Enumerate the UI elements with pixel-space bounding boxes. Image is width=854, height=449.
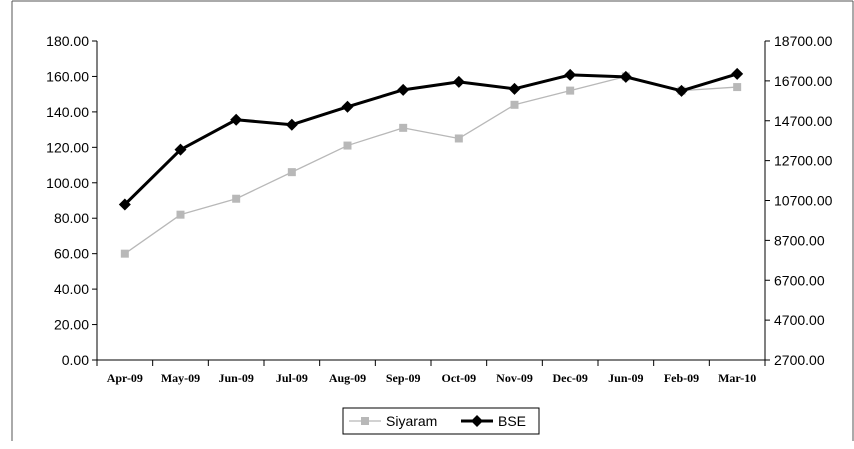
y-left-tick-label: 140.00 xyxy=(46,104,89,120)
y-left-tick-label: 60.00 xyxy=(54,246,89,262)
data-point-siyaram xyxy=(343,141,352,150)
x-tick-label: Jun-09 xyxy=(218,371,253,385)
legend-marker-siyaram xyxy=(361,417,369,425)
data-point-bse xyxy=(564,68,577,81)
data-point-bse xyxy=(174,143,187,156)
y-right-tick-label: 10700.00 xyxy=(774,193,833,209)
y-right-tick-label: 4700.00 xyxy=(774,312,825,328)
y-right-tick-label: 16700.00 xyxy=(774,73,833,89)
x-tick-label: Mar-10 xyxy=(718,371,756,385)
x-tick-label: Dec-09 xyxy=(553,371,588,385)
x-tick-label: Oct-09 xyxy=(442,371,477,385)
data-point-siyaram xyxy=(120,249,129,258)
y-right-tick-label: 8700.00 xyxy=(774,232,825,248)
data-point-bse xyxy=(230,113,243,126)
data-point-siyaram xyxy=(566,86,575,95)
data-point-bse xyxy=(452,75,465,88)
series-line-siyaram xyxy=(124,75,738,255)
x-tick-label: Jul-09 xyxy=(276,371,308,385)
y-left-tick-label: 160.00 xyxy=(46,68,89,84)
data-point-siyaram xyxy=(733,83,742,92)
data-point-siyaram xyxy=(399,123,408,132)
data-point-bse xyxy=(285,118,298,131)
data-point-bse xyxy=(675,84,688,97)
y-left-tick-label: 80.00 xyxy=(54,210,89,226)
data-point-bse xyxy=(619,70,632,83)
y-left-tick-label: 0.00 xyxy=(62,352,89,368)
y-left-tick-label: 180.00 xyxy=(46,33,89,49)
y-right-tick-label: 2700.00 xyxy=(774,352,825,368)
y-left-tick-label: 40.00 xyxy=(54,281,89,297)
y-right-tick-label: 14700.00 xyxy=(774,113,833,129)
data-point-siyaram xyxy=(232,194,241,203)
data-point-bse xyxy=(118,198,131,211)
data-point-bse xyxy=(341,100,354,113)
y-left-tick-label: 100.00 xyxy=(46,175,89,191)
x-tick-label: Nov-09 xyxy=(496,371,533,385)
legend-label-bse: BSE xyxy=(498,413,526,429)
legend: Siyaram BSE xyxy=(342,407,540,435)
y-right-tick-label: 12700.00 xyxy=(774,153,833,169)
x-tick-label: May-09 xyxy=(161,371,200,385)
data-point-bse xyxy=(731,67,744,80)
legend-label-siyaram: Siyaram xyxy=(386,413,437,429)
x-tick-label: Aug-09 xyxy=(329,371,366,385)
y-left-tick-label: 20.00 xyxy=(54,317,89,333)
y-left-tick-label: 120.00 xyxy=(46,139,89,155)
series-line-bse xyxy=(123,72,738,206)
y-right-tick-label: 6700.00 xyxy=(774,272,825,288)
data-point-siyaram xyxy=(176,210,185,219)
data-point-bse xyxy=(508,82,521,95)
series-layer xyxy=(118,67,744,258)
x-tick-label: Jun-09 xyxy=(608,371,643,385)
x-tick-label: Feb-09 xyxy=(664,371,699,385)
data-point-siyaram xyxy=(510,100,519,109)
x-tick-label: Apr-09 xyxy=(107,371,143,385)
data-point-siyaram xyxy=(287,168,296,177)
y-right-tick-label: 18700.00 xyxy=(774,33,833,49)
data-point-bse xyxy=(397,83,410,96)
axes: 0.00 20.00 40.00 60.00 80.00 100.00 120.00 140.… xyxy=(46,33,832,385)
data-point-siyaram xyxy=(454,134,463,143)
legend-marker-bse xyxy=(471,415,483,427)
x-tick-label: Sep-09 xyxy=(386,371,421,385)
